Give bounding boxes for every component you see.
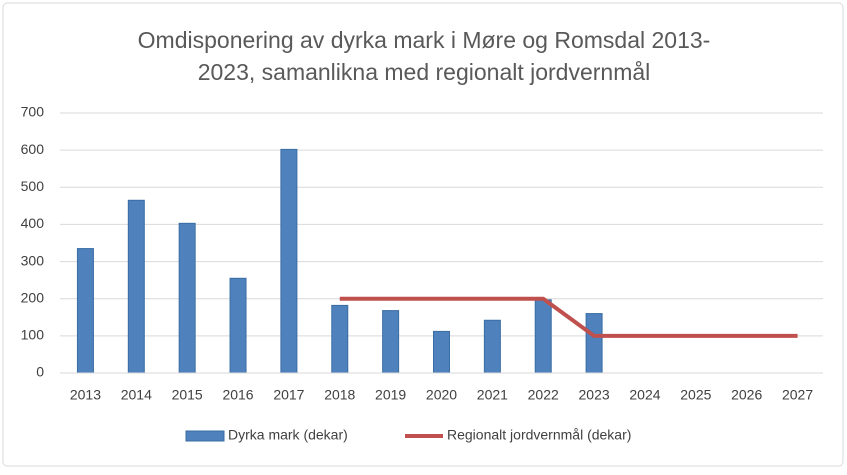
x-tick-label: 2014: [121, 387, 152, 403]
legend-label: Dyrka mark (dekar): [228, 427, 348, 443]
x-tick-label: 2013: [70, 387, 101, 403]
y-tick-label: 500: [21, 178, 45, 194]
bar: [483, 319, 501, 374]
chart-frame: [2, 2, 844, 467]
x-tick-label: 2023: [579, 387, 610, 403]
y-tick-label: 400: [21, 215, 45, 231]
bar: [382, 310, 400, 374]
y-tick-label: 100: [21, 327, 45, 343]
x-tick-label: 2027: [782, 387, 813, 403]
x-tick-label: 2019: [375, 387, 406, 403]
line: [339, 296, 798, 338]
x-tick-label: 2020: [426, 387, 457, 403]
x-tick-label: 2021: [477, 387, 508, 403]
y-tick-label: 0: [36, 364, 44, 380]
bar: [534, 299, 552, 374]
bar: [331, 304, 349, 374]
y-tick-label: 700: [21, 104, 45, 120]
bar: [127, 199, 145, 374]
x-tick-label: 2025: [680, 387, 711, 403]
y-tick-label: 300: [21, 252, 45, 268]
y-tick-label: 200: [21, 289, 45, 305]
chart-title: 2023, samanlikna med regionalt jordvernm…: [198, 59, 651, 85]
x-tick-label: 2022: [528, 387, 559, 403]
legend-swatch: [185, 430, 225, 442]
bar: [229, 277, 247, 374]
x-tick-label: 2026: [731, 387, 762, 403]
bar: [280, 148, 298, 374]
bar: [76, 248, 94, 374]
legend-label: Regionalt jordvernmål (dekar): [447, 427, 631, 443]
x-tick-label: 2017: [273, 387, 304, 403]
x-tick-label: 2024: [629, 387, 660, 403]
bar: [178, 222, 196, 374]
y-tick-label: 600: [21, 141, 45, 157]
x-tick-label: 2016: [222, 387, 253, 403]
x-tick-label: 2018: [324, 387, 355, 403]
chart-title: Omdisponering av dyrka mark i Møre og Ro…: [138, 27, 711, 53]
bar: [433, 330, 450, 374]
bar: [585, 313, 603, 374]
x-tick-label: 2015: [172, 387, 203, 403]
